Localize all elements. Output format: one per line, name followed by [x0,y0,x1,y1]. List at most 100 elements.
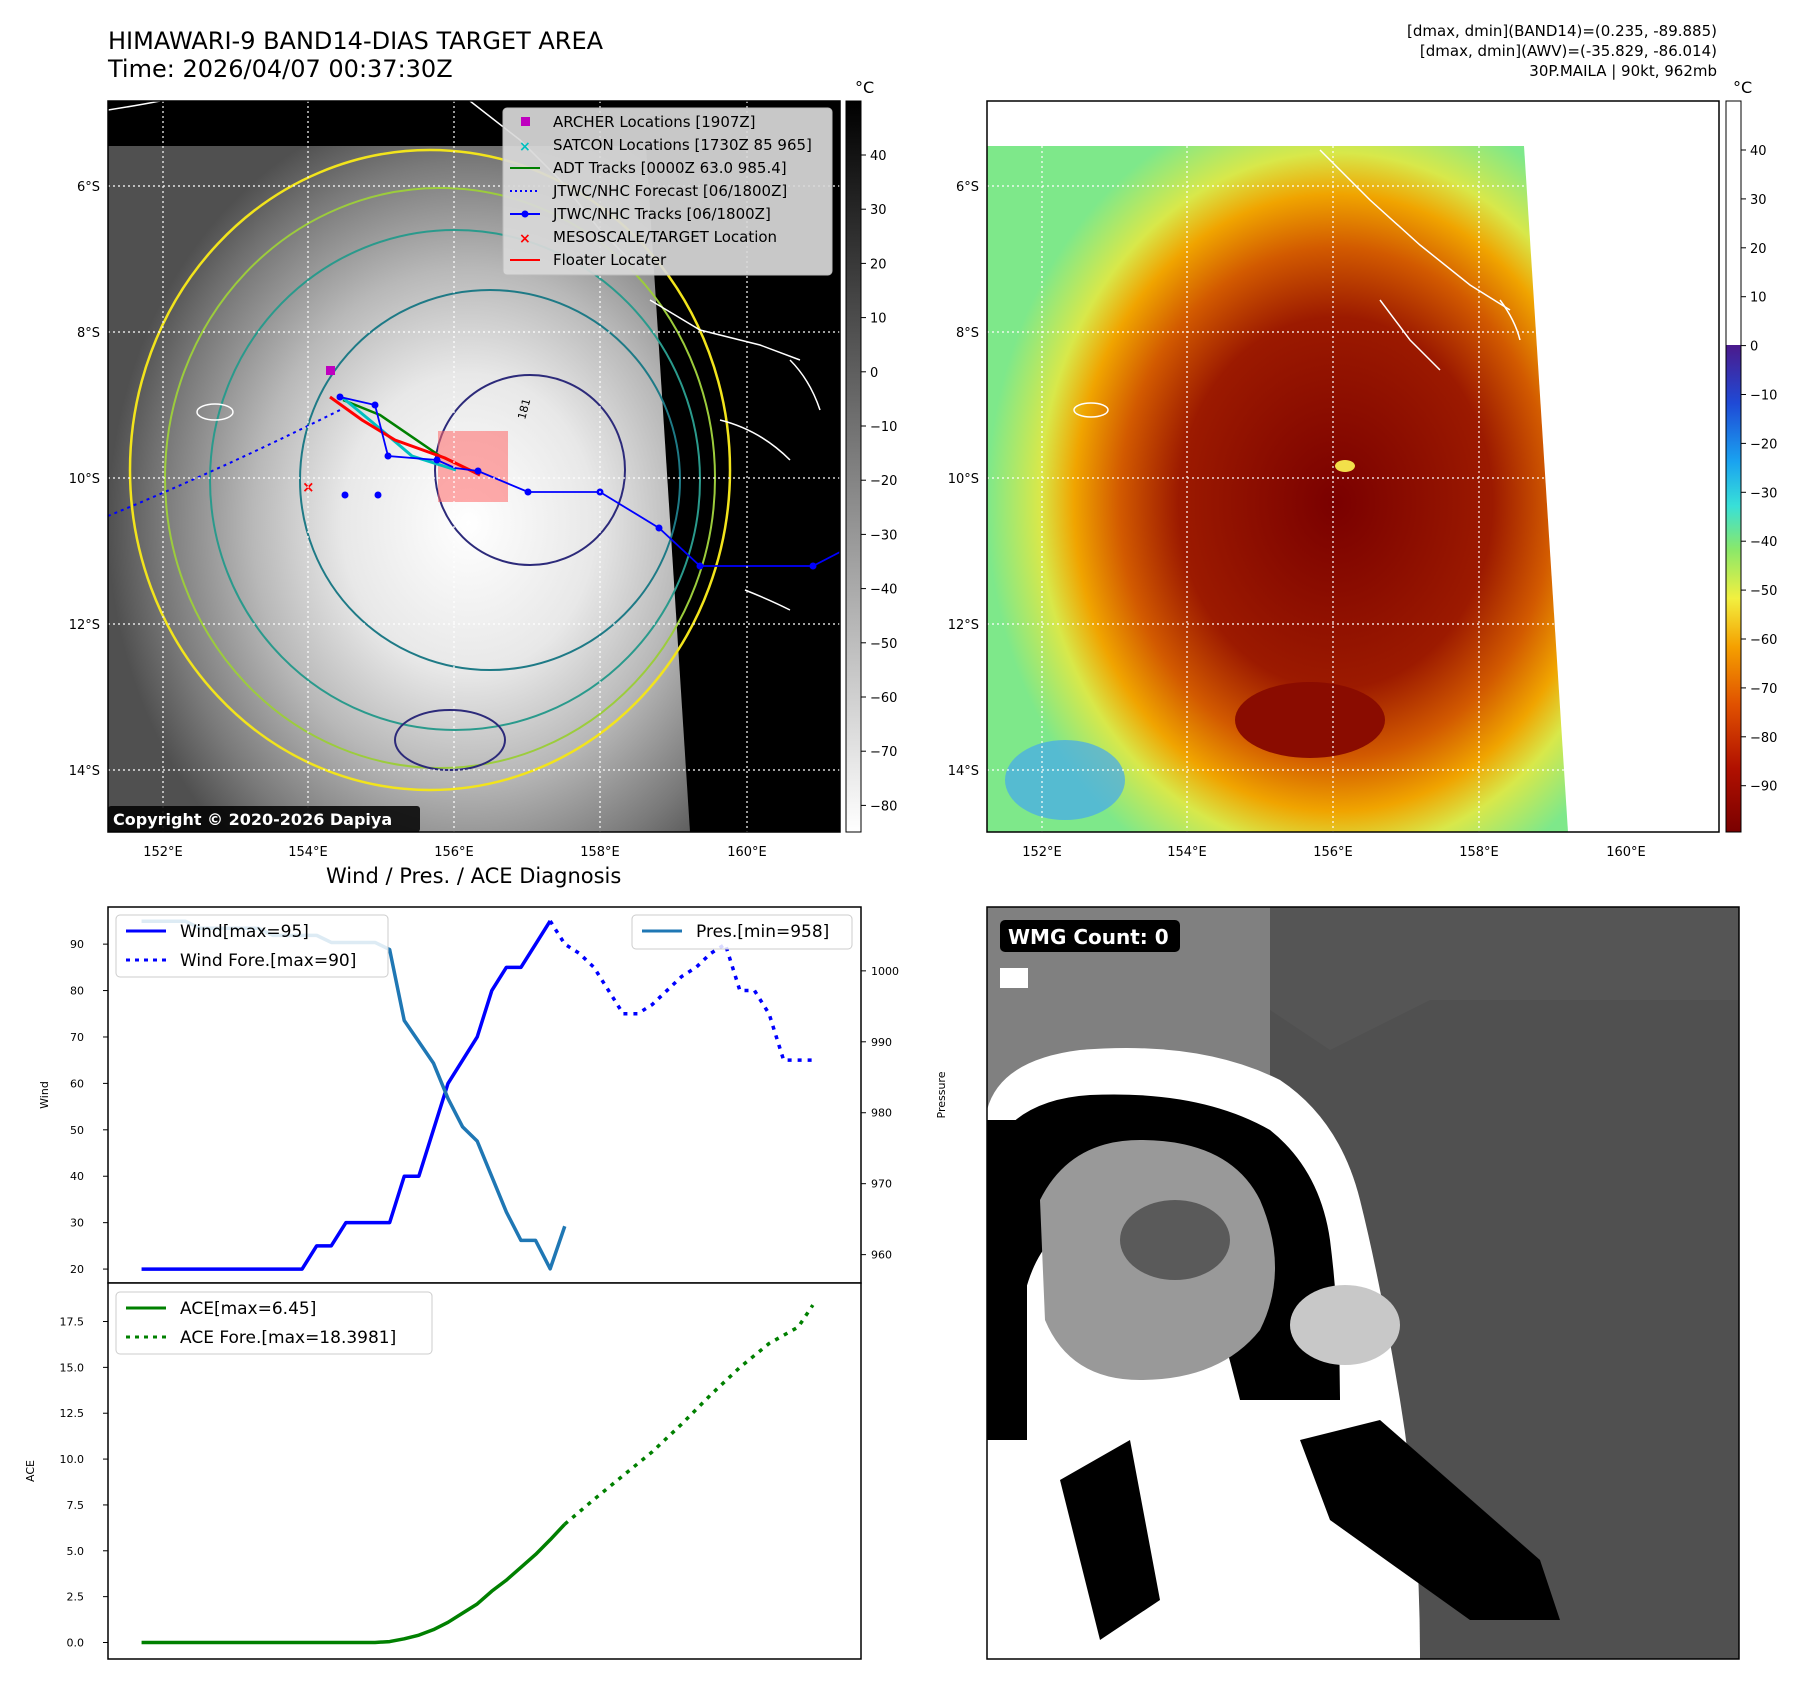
legend-target-label: MESOSCALE/TARGET Location [553,228,777,246]
legend-wind-label: Wind[max=95] [180,922,309,942]
wmg-white-speck [1000,968,1028,988]
map2-lon-tick-154: 154°E [1167,845,1207,860]
legend-target-swatch: × [519,231,531,247]
ace-plot-area: 0.0 2.5 5.0 7.5 10.0 12.5 15.0 17.5 [60,1304,815,1649]
colorbar-color-tick-label: −30 [1750,486,1777,501]
colorbar-gray-tick-label: −50 [870,637,897,652]
awv-coastline-1 [1319,149,1511,311]
legend-forecast-label: JTWC/NHC Forecast [06/1800Z] [552,182,787,200]
coastline-solomon-3 [789,359,821,411]
legend-ace-fore-label: ACE Fore.[max=18.3981] [180,1328,396,1348]
awv-map-panel: 152°E 154°E 156°E 158°E 160°E 6°S 8°S 10… [948,100,1720,860]
wmg-dark-top [1270,907,1739,1050]
wind-y-tick-label: 40 [70,1170,84,1183]
colorbar-color-unit: °C [1733,78,1753,97]
colorbar-gray-tick-label: −80 [870,799,897,814]
awv-imagery [987,146,1568,832]
map1-lat-tick-8: 8°S [77,326,100,341]
wmg-count-label: WMG Count: 0 [1008,925,1169,949]
wind-y-tick-label: 50 [70,1124,84,1137]
colorbar-gray-tick-label: 40 [870,149,887,164]
ir-map-panel: 181 × [69,100,841,860]
colorbar-color-ticks: 40 30 20 10 0 −10 −20 −30 −40 −50 −60 −70 −80 −90 [1741,144,1777,795]
legend-archer-label: ARCHER Locations [1907Z] [553,113,756,131]
colorbar-color-tick-label: −80 [1750,731,1777,746]
map2-lon-tick-156: 156°E [1313,845,1353,860]
contour-teal [209,229,701,731]
map2-lon-tick-160: 160°E [1606,845,1646,860]
pressure-y-tick-label: 990 [871,1036,892,1049]
awv-eye [1335,460,1355,472]
ace-y-tick-label: 15.0 [60,1361,85,1374]
map1-lon-tick-156: 156°E [434,845,474,860]
ace-y-tick-label: 12.5 [60,1407,85,1420]
figure-time: Time: 2026/04/07 00:37:30Z [108,55,453,83]
colorbar-color-tick-label: 10 [1750,291,1767,306]
ace-chart: 0.0 2.5 5.0 7.5 10.0 12.5 15.0 17.5 ACE ACE[max… [24,1282,862,1660]
jtwc-tracks [339,396,840,567]
wmg-panel: WMG Count: 0 [986,906,1740,1660]
diagnosis-title: Wind / Pres. / ACE Diagnosis [326,864,622,888]
archer-location [326,366,335,375]
ace-series-line-0 [141,1522,567,1645]
awv-coastline-rennell [1073,402,1109,418]
map2-lon-ticks: 152°E 154°E 156°E 158°E 160°E [1022,845,1646,860]
map1-lat-tick-12: 12°S [69,618,100,633]
colorbar-color-tick-label: −90 [1750,780,1777,795]
pressure-y-tick-label: 980 [871,1107,892,1120]
colorbar-gray-tick-label: −40 [870,583,897,598]
figure-title: HIMAWARI-9 BAND14-DIAS TARGET AREA [108,27,604,55]
wmg-black-band-1 [1060,1440,1160,1640]
contour-yellow [128,148,732,792]
coastline-rennell [196,403,234,421]
ace-y-tick-label: 5.0 [67,1545,85,1558]
map1-lon-ticks: 152°E 154°E 156°E 158°E 160°E [143,845,767,860]
colorbar-color-tick-label: −20 [1750,437,1777,452]
ace-y-tick-label: 2.5 [67,1591,85,1604]
colorbar-color: 40 30 20 10 0 −10 −20 −30 −40 −50 −60 −70 −80 −90 [1725,100,1777,833]
ace-y-tick-label: 10.0 [60,1453,85,1466]
copyright-text: Copyright © 2020-2026 Dapiya [113,810,392,829]
jtwc-track-points [336,393,817,570]
wmg-black-left [987,1120,1027,1440]
wind-y-tick-label: 90 [70,938,84,951]
wmg-dark-core [1120,1200,1230,1280]
colorbar-gray-tick-label: 20 [870,257,887,272]
colorbar-gray-ticks: 40 30 20 10 0 −10 −20 −30 −40 −50 −60 −70 −80 [861,149,897,814]
contour-darkteal [299,289,681,671]
coastline-solomon-1 [649,299,801,361]
map1-lat-ticks: 6°S 8°S 10°S 12°S 14°S [69,180,100,779]
ace-y-tick-label: 0.0 [67,1636,85,1649]
colorbar-color-tick-label: 40 [1750,144,1767,159]
wmg-count-badge [1000,920,1180,952]
info-line-2: [dmax, dmin](AWV)=(-35.829, -86.014) [1419,42,1717,60]
map2-lat-tick-10: 10°S [948,472,979,487]
coastline-solomon-4 [744,589,791,611]
legend-satcon-swatch: × [519,139,531,155]
ace-y-tick-label: 17.5 [60,1316,85,1329]
map1-lon-tick-152: 152°E [143,845,183,860]
colorbar-color-tick-label: −10 [1750,389,1777,404]
wmg-eye [1290,1285,1400,1365]
wind-axis-label: Wind [38,1081,51,1109]
map1-lon-tick-154: 154°E [288,845,328,860]
colorbar-color-tick-label: 0 [1750,340,1758,355]
map2-lat-tick-14: 14°S [948,764,979,779]
colorbar-gray-tick-label: 10 [870,312,887,327]
awv-dry-slot [1005,740,1125,820]
map2-lat-ticks: 6°S 8°S 10°S 12°S 14°S [948,180,979,779]
wind-y-tick-label: 30 [70,1217,84,1230]
colorbar-gray-unit: °C [855,78,875,97]
jtwc-forecast-track [108,409,341,517]
map1-lat-tick-14: 14°S [69,764,100,779]
legend-archer-swatch [521,117,530,126]
map2-lat-tick-8: 8°S [956,326,979,341]
map2-lat-tick-12: 12°S [948,618,979,633]
copyright-badge [108,806,420,832]
wind-y-tick-label: 70 [70,1031,84,1044]
legend-tracks-label: JTWC/NHC Tracks [06/1800Z] [552,205,771,223]
pressure-y-tick-label: 1000 [871,965,899,978]
map2-lat-tick-6: 6°S [956,180,979,195]
colorbar-gray: 40 30 20 10 0 −10 −20 −30 −40 −50 −60 −70 −80 [845,100,897,833]
awv-southern-cell [1235,682,1385,758]
